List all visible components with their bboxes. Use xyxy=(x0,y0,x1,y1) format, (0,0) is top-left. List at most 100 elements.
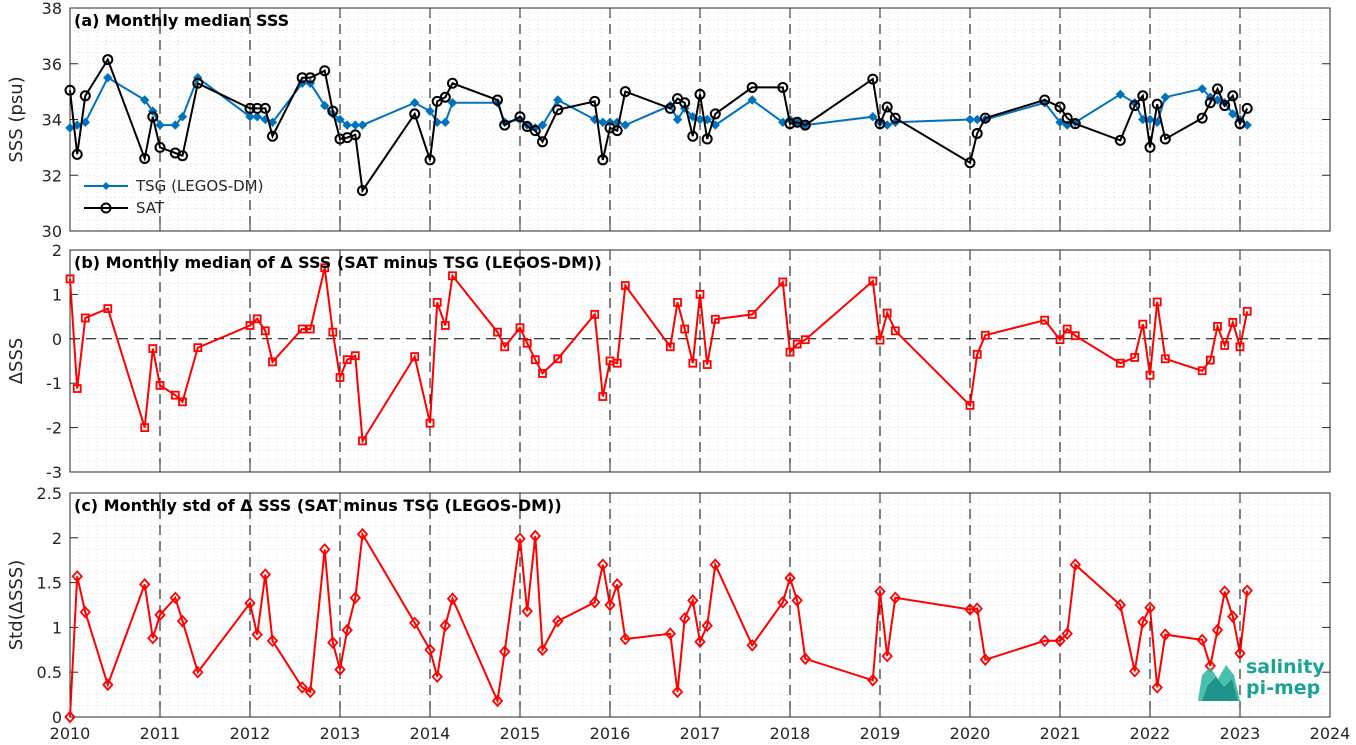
data-point xyxy=(747,95,757,105)
data-point xyxy=(874,585,886,598)
data-point xyxy=(193,343,203,353)
data-point xyxy=(1218,585,1231,598)
data-point xyxy=(672,114,683,125)
y-tick-label: 2.5 xyxy=(37,484,62,503)
data-point xyxy=(1144,601,1156,615)
data-point xyxy=(334,663,346,676)
data-point xyxy=(598,117,608,127)
data-point xyxy=(620,281,630,290)
data-point xyxy=(342,120,352,130)
data-point xyxy=(448,271,457,281)
y-tick-label: 1 xyxy=(52,285,62,304)
data-point xyxy=(522,338,532,348)
data-point xyxy=(341,623,353,637)
data-point xyxy=(1061,627,1073,641)
data-point xyxy=(297,324,307,334)
data-point xyxy=(245,321,255,330)
data-point xyxy=(1137,615,1149,629)
data-point xyxy=(537,136,548,148)
data-point xyxy=(611,578,623,591)
y-axis-label: Std(ΔSSS) xyxy=(6,560,27,651)
data-point xyxy=(177,150,188,162)
data-point xyxy=(552,614,564,628)
data-point xyxy=(529,125,541,137)
data-point xyxy=(702,360,712,369)
data-point xyxy=(147,111,159,123)
data-point xyxy=(138,578,151,591)
data-point xyxy=(349,129,361,141)
data-point xyxy=(1211,623,1224,637)
data-point xyxy=(155,381,165,390)
data-point xyxy=(1234,118,1246,130)
logo-line1: salinity xyxy=(1246,656,1325,678)
x-tick-label: 2020 xyxy=(950,724,991,743)
data-point xyxy=(356,527,369,541)
data-point xyxy=(409,108,421,120)
data-point xyxy=(318,543,331,556)
data-point xyxy=(868,112,878,122)
data-point xyxy=(1069,118,1081,130)
logo-line2: pi-mep xyxy=(1246,677,1321,699)
panel-title: (b) Monthly median of Δ SSS (SAT minus T… xyxy=(74,253,602,272)
data-point xyxy=(1069,558,1082,572)
data-point xyxy=(980,330,990,340)
data-point xyxy=(701,619,713,632)
data-point xyxy=(529,529,542,543)
data-point xyxy=(971,602,983,615)
data-point xyxy=(979,112,991,124)
data-point xyxy=(1114,598,1127,612)
data-point xyxy=(244,102,256,114)
data-point xyxy=(65,123,75,133)
data-point xyxy=(252,112,262,122)
y-tick-label: 34 xyxy=(42,111,62,130)
data-point xyxy=(319,65,331,77)
data-point xyxy=(537,120,548,130)
data-point xyxy=(1054,634,1066,648)
data-point xyxy=(1151,681,1163,694)
x-tick-label: 2011 xyxy=(140,724,181,743)
data-point xyxy=(305,324,315,334)
data-point xyxy=(553,95,563,105)
data-point xyxy=(71,569,83,583)
data-point xyxy=(492,94,503,106)
data-point xyxy=(102,54,114,66)
y-tick-label: 0 xyxy=(52,330,62,349)
data-point xyxy=(1062,324,1072,334)
data-point xyxy=(176,614,189,628)
data-point xyxy=(619,86,631,98)
data-point xyxy=(409,98,420,108)
data-point xyxy=(979,653,992,667)
wave-icon xyxy=(1198,665,1240,701)
data-point xyxy=(1070,331,1080,341)
data-point xyxy=(431,95,443,107)
data-point xyxy=(747,309,757,319)
data-point xyxy=(964,157,976,169)
data-point xyxy=(778,277,788,287)
data-point xyxy=(424,643,436,657)
data-point xyxy=(1130,353,1140,362)
data-point xyxy=(440,117,451,127)
data-point xyxy=(709,108,721,120)
data-point xyxy=(1055,335,1065,345)
data-point xyxy=(244,596,256,610)
data-point xyxy=(1227,90,1239,102)
data-point xyxy=(671,685,684,699)
data-point xyxy=(350,351,360,361)
data-point xyxy=(664,102,676,114)
data-point xyxy=(349,591,362,605)
data-point xyxy=(498,645,511,658)
data-point xyxy=(342,355,352,365)
data-point xyxy=(296,681,308,694)
data-point xyxy=(425,106,435,116)
data-point xyxy=(500,342,510,352)
x-tick-label: 2015 xyxy=(500,724,541,743)
data-point xyxy=(1054,101,1066,113)
data-point xyxy=(169,591,182,605)
data-point xyxy=(425,418,435,428)
data-point xyxy=(245,112,255,122)
data-point xyxy=(1151,98,1163,110)
data-point xyxy=(139,153,151,165)
data-point xyxy=(695,289,705,299)
data-point xyxy=(1242,306,1252,316)
data-point xyxy=(358,436,367,446)
